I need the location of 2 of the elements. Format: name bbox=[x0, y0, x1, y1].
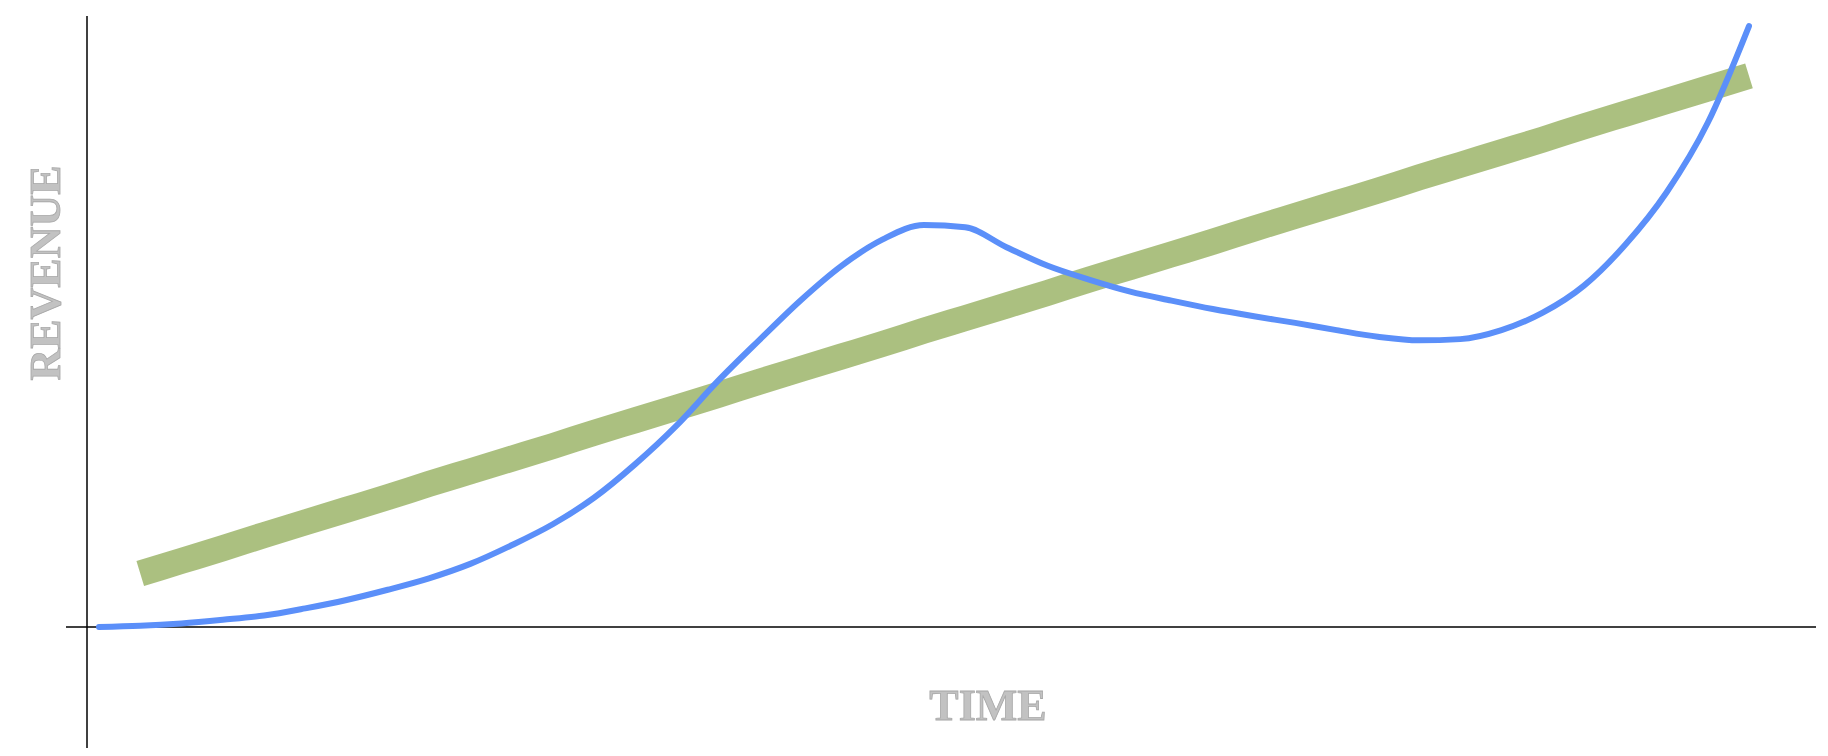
y-axis-title: REVENUE bbox=[21, 165, 70, 381]
x-axis-title: TIME bbox=[929, 681, 1047, 730]
